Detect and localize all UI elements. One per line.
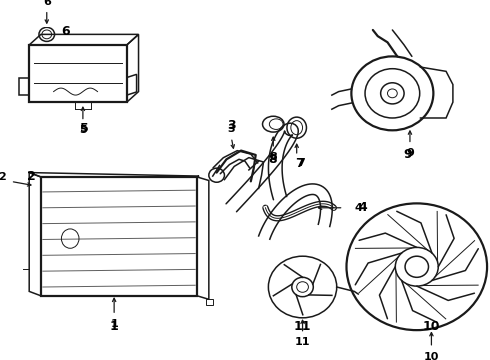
Text: 3: 3 [227,120,236,132]
Text: 5: 5 [80,122,89,135]
Text: 9: 9 [404,148,412,162]
Text: 2: 2 [0,172,6,182]
Text: 8: 8 [268,153,276,166]
Text: 10: 10 [424,352,439,360]
Text: 8: 8 [270,152,277,162]
Text: 10: 10 [423,320,440,333]
Text: 11: 11 [295,337,310,347]
Text: 7: 7 [295,157,304,170]
Text: 5: 5 [79,125,87,135]
Text: 6: 6 [43,0,50,7]
Text: 7: 7 [298,158,305,168]
Text: 3: 3 [227,123,235,134]
Text: 6: 6 [61,25,70,38]
Text: 1: 1 [110,319,118,329]
Text: 2: 2 [27,171,36,184]
Text: 9: 9 [406,148,414,158]
Text: 4: 4 [359,201,368,214]
Text: 1: 1 [110,320,119,333]
Text: 4: 4 [354,203,362,213]
Text: 11: 11 [294,320,311,333]
